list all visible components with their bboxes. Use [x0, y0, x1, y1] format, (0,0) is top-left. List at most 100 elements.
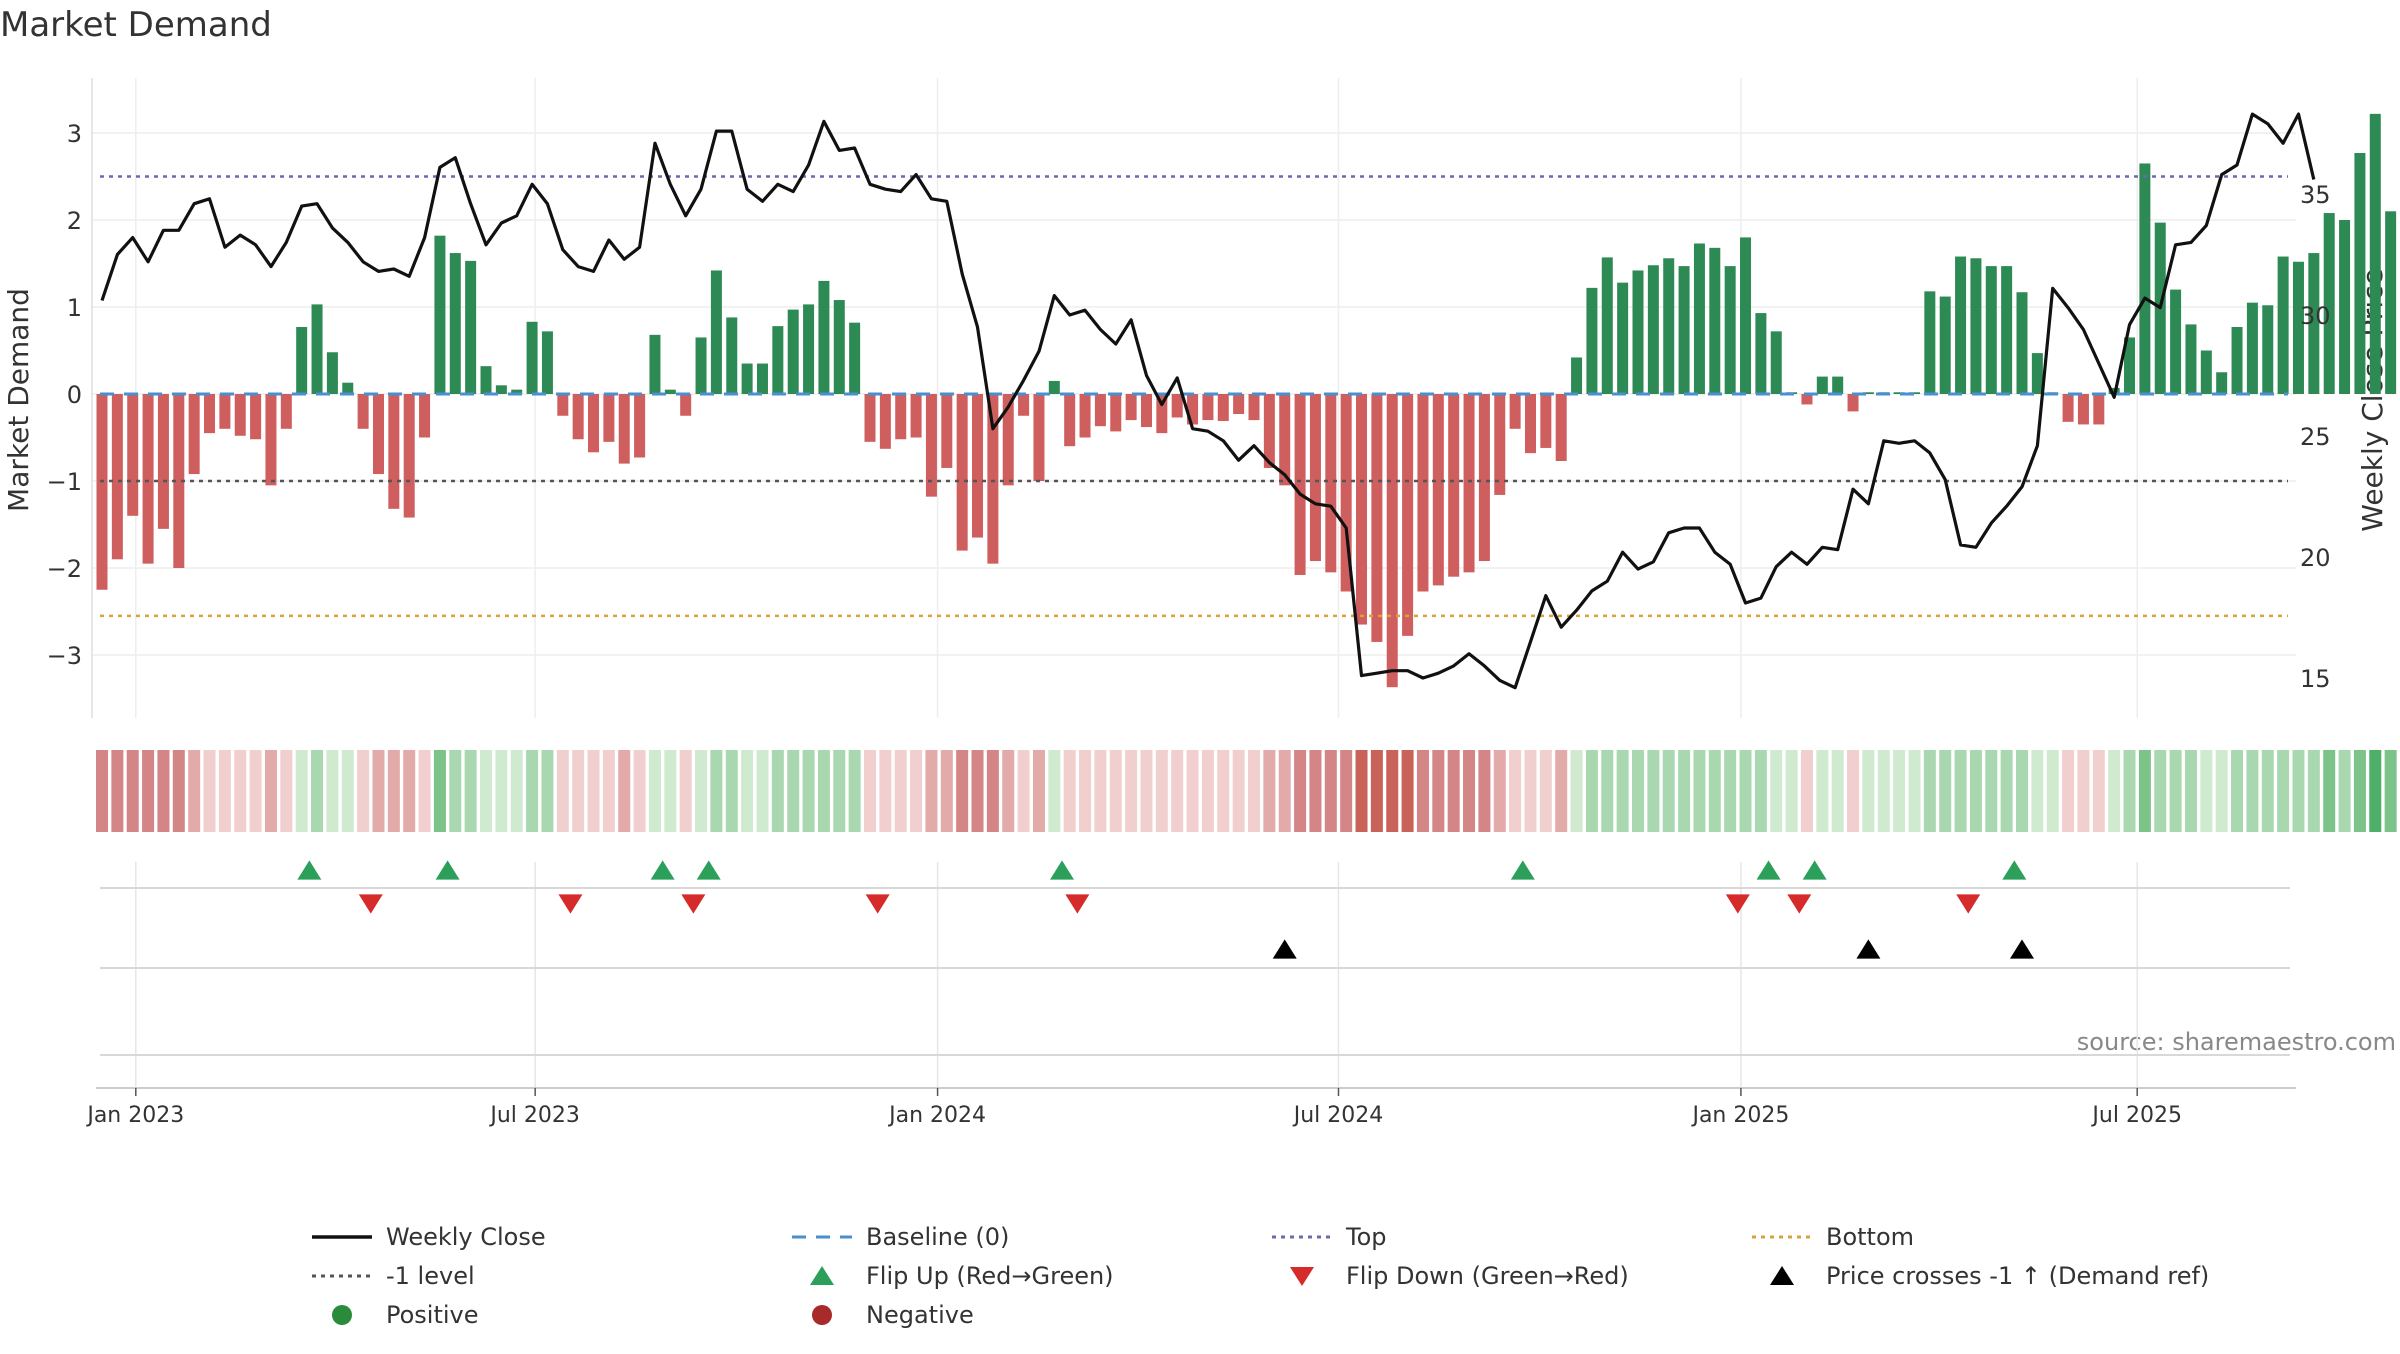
- strip-cell: [480, 750, 492, 832]
- y-tick-label-left: 2: [67, 207, 82, 235]
- strip-cell: [603, 750, 615, 832]
- demand-bar: [189, 394, 200, 474]
- strip-cell: [1617, 750, 1629, 832]
- legend-label: -1 level: [386, 1262, 475, 1290]
- strip-cell: [419, 750, 431, 832]
- strip-cell: [1908, 750, 1920, 832]
- strip-cell: [1463, 750, 1475, 832]
- demand-bar: [972, 394, 983, 538]
- strip-cell: [588, 750, 600, 832]
- strip-cell: [2185, 750, 2197, 832]
- strip-cell: [326, 750, 338, 832]
- demand-bar: [2017, 292, 2028, 394]
- flip-down-marker: [1065, 894, 1089, 913]
- y-tick-label-right: 25: [2300, 423, 2331, 451]
- demand-bar: [1402, 394, 1413, 636]
- strip-cell: [1816, 750, 1828, 832]
- strip-cell: [1678, 750, 1690, 832]
- strip-cell: [864, 750, 876, 832]
- y-tick-label-left: −1: [47, 468, 82, 496]
- flip-down-marker: [866, 894, 890, 913]
- strip-cell: [2308, 750, 2320, 832]
- demand-bar: [1725, 266, 1736, 394]
- strip-cell: [1509, 750, 1521, 832]
- strip-cell: [2139, 750, 2151, 832]
- demand-bar: [327, 352, 338, 394]
- demand-bar: [358, 394, 369, 429]
- strip-cell: [434, 750, 446, 832]
- demand-bar: [2201, 351, 2212, 395]
- strip-cell: [188, 750, 200, 832]
- demand-bar: [603, 394, 614, 442]
- flip-up-marker: [1757, 860, 1781, 879]
- strip-cell: [2001, 750, 2013, 832]
- strip-cell: [1878, 750, 1890, 832]
- demand-bar: [342, 383, 353, 394]
- x-tick-label: Jul 2023: [488, 1103, 580, 1128]
- demand-bar: [143, 394, 154, 564]
- legend-swatch: [810, 1266, 834, 1285]
- strip-cell: [772, 750, 784, 832]
- strip-cell: [357, 750, 369, 832]
- demand-heat-strip: [96, 750, 2400, 832]
- demand-bar: [1310, 394, 1321, 561]
- grid-layer: [92, 78, 2296, 1088]
- demand-bar: [434, 236, 445, 394]
- x-tick-label: Jul 2024: [1292, 1103, 1384, 1128]
- strip-cell: [849, 750, 861, 832]
- flip-up-marker: [1050, 860, 1074, 879]
- demand-bar: [818, 281, 829, 394]
- legend-label: Negative: [866, 1301, 974, 1329]
- demand-bar: [1325, 394, 1336, 572]
- strip-cell: [1893, 750, 1905, 832]
- demand-bar: [1694, 243, 1705, 394]
- strip-cell: [1862, 750, 1874, 832]
- demand-bar: [1679, 266, 1690, 394]
- demand-bar: [204, 394, 215, 433]
- demand-bar: [1033, 394, 1044, 481]
- legend-label: Positive: [386, 1301, 479, 1329]
- demand-bar: [573, 394, 584, 439]
- source-note: source: sharemaestro.com: [2077, 1028, 2396, 1056]
- demand-bar: [112, 394, 123, 559]
- strip-cell: [495, 750, 507, 832]
- demand-bar: [481, 366, 492, 394]
- strip-cell: [1033, 750, 1045, 832]
- demand-bar: [419, 394, 430, 438]
- strip-cell: [1970, 750, 1982, 832]
- demand-bar: [1602, 257, 1613, 394]
- strip-cell: [1448, 750, 1460, 832]
- demand-bar: [1417, 394, 1428, 591]
- flip-down-marker: [558, 894, 582, 913]
- strip-cell: [296, 750, 308, 832]
- strip-cell: [280, 750, 292, 832]
- strip-cell: [1171, 750, 1183, 832]
- flip-up-marker: [1803, 860, 1827, 879]
- strip-cell: [2369, 750, 2381, 832]
- demand-bar: [1617, 283, 1628, 394]
- strip-cell: [695, 750, 707, 832]
- strip-cell: [157, 750, 169, 832]
- strip-cell: [1740, 750, 1752, 832]
- demand-bar: [2139, 163, 2150, 394]
- flip-down-marker: [1726, 894, 1750, 913]
- legend-label: Top: [1345, 1223, 1387, 1251]
- strip-cell: [1647, 750, 1659, 832]
- strip-cell: [1724, 750, 1736, 832]
- strip-cell: [1693, 750, 1705, 832]
- demand-bar: [911, 394, 922, 438]
- strip-cell: [649, 750, 661, 832]
- strip-cell: [403, 750, 415, 832]
- strip-cell: [1832, 750, 1844, 832]
- strip-cell: [726, 750, 738, 832]
- y-tick-label-right: 35: [2300, 181, 2331, 209]
- strip-cell: [311, 750, 323, 832]
- strip-cell: [803, 750, 815, 832]
- strip-cell: [664, 750, 676, 832]
- strip-cell: [1601, 750, 1613, 832]
- legend-swatch: [332, 1305, 352, 1325]
- strip-cell: [2231, 750, 2243, 832]
- flip-up-marker: [1511, 860, 1535, 879]
